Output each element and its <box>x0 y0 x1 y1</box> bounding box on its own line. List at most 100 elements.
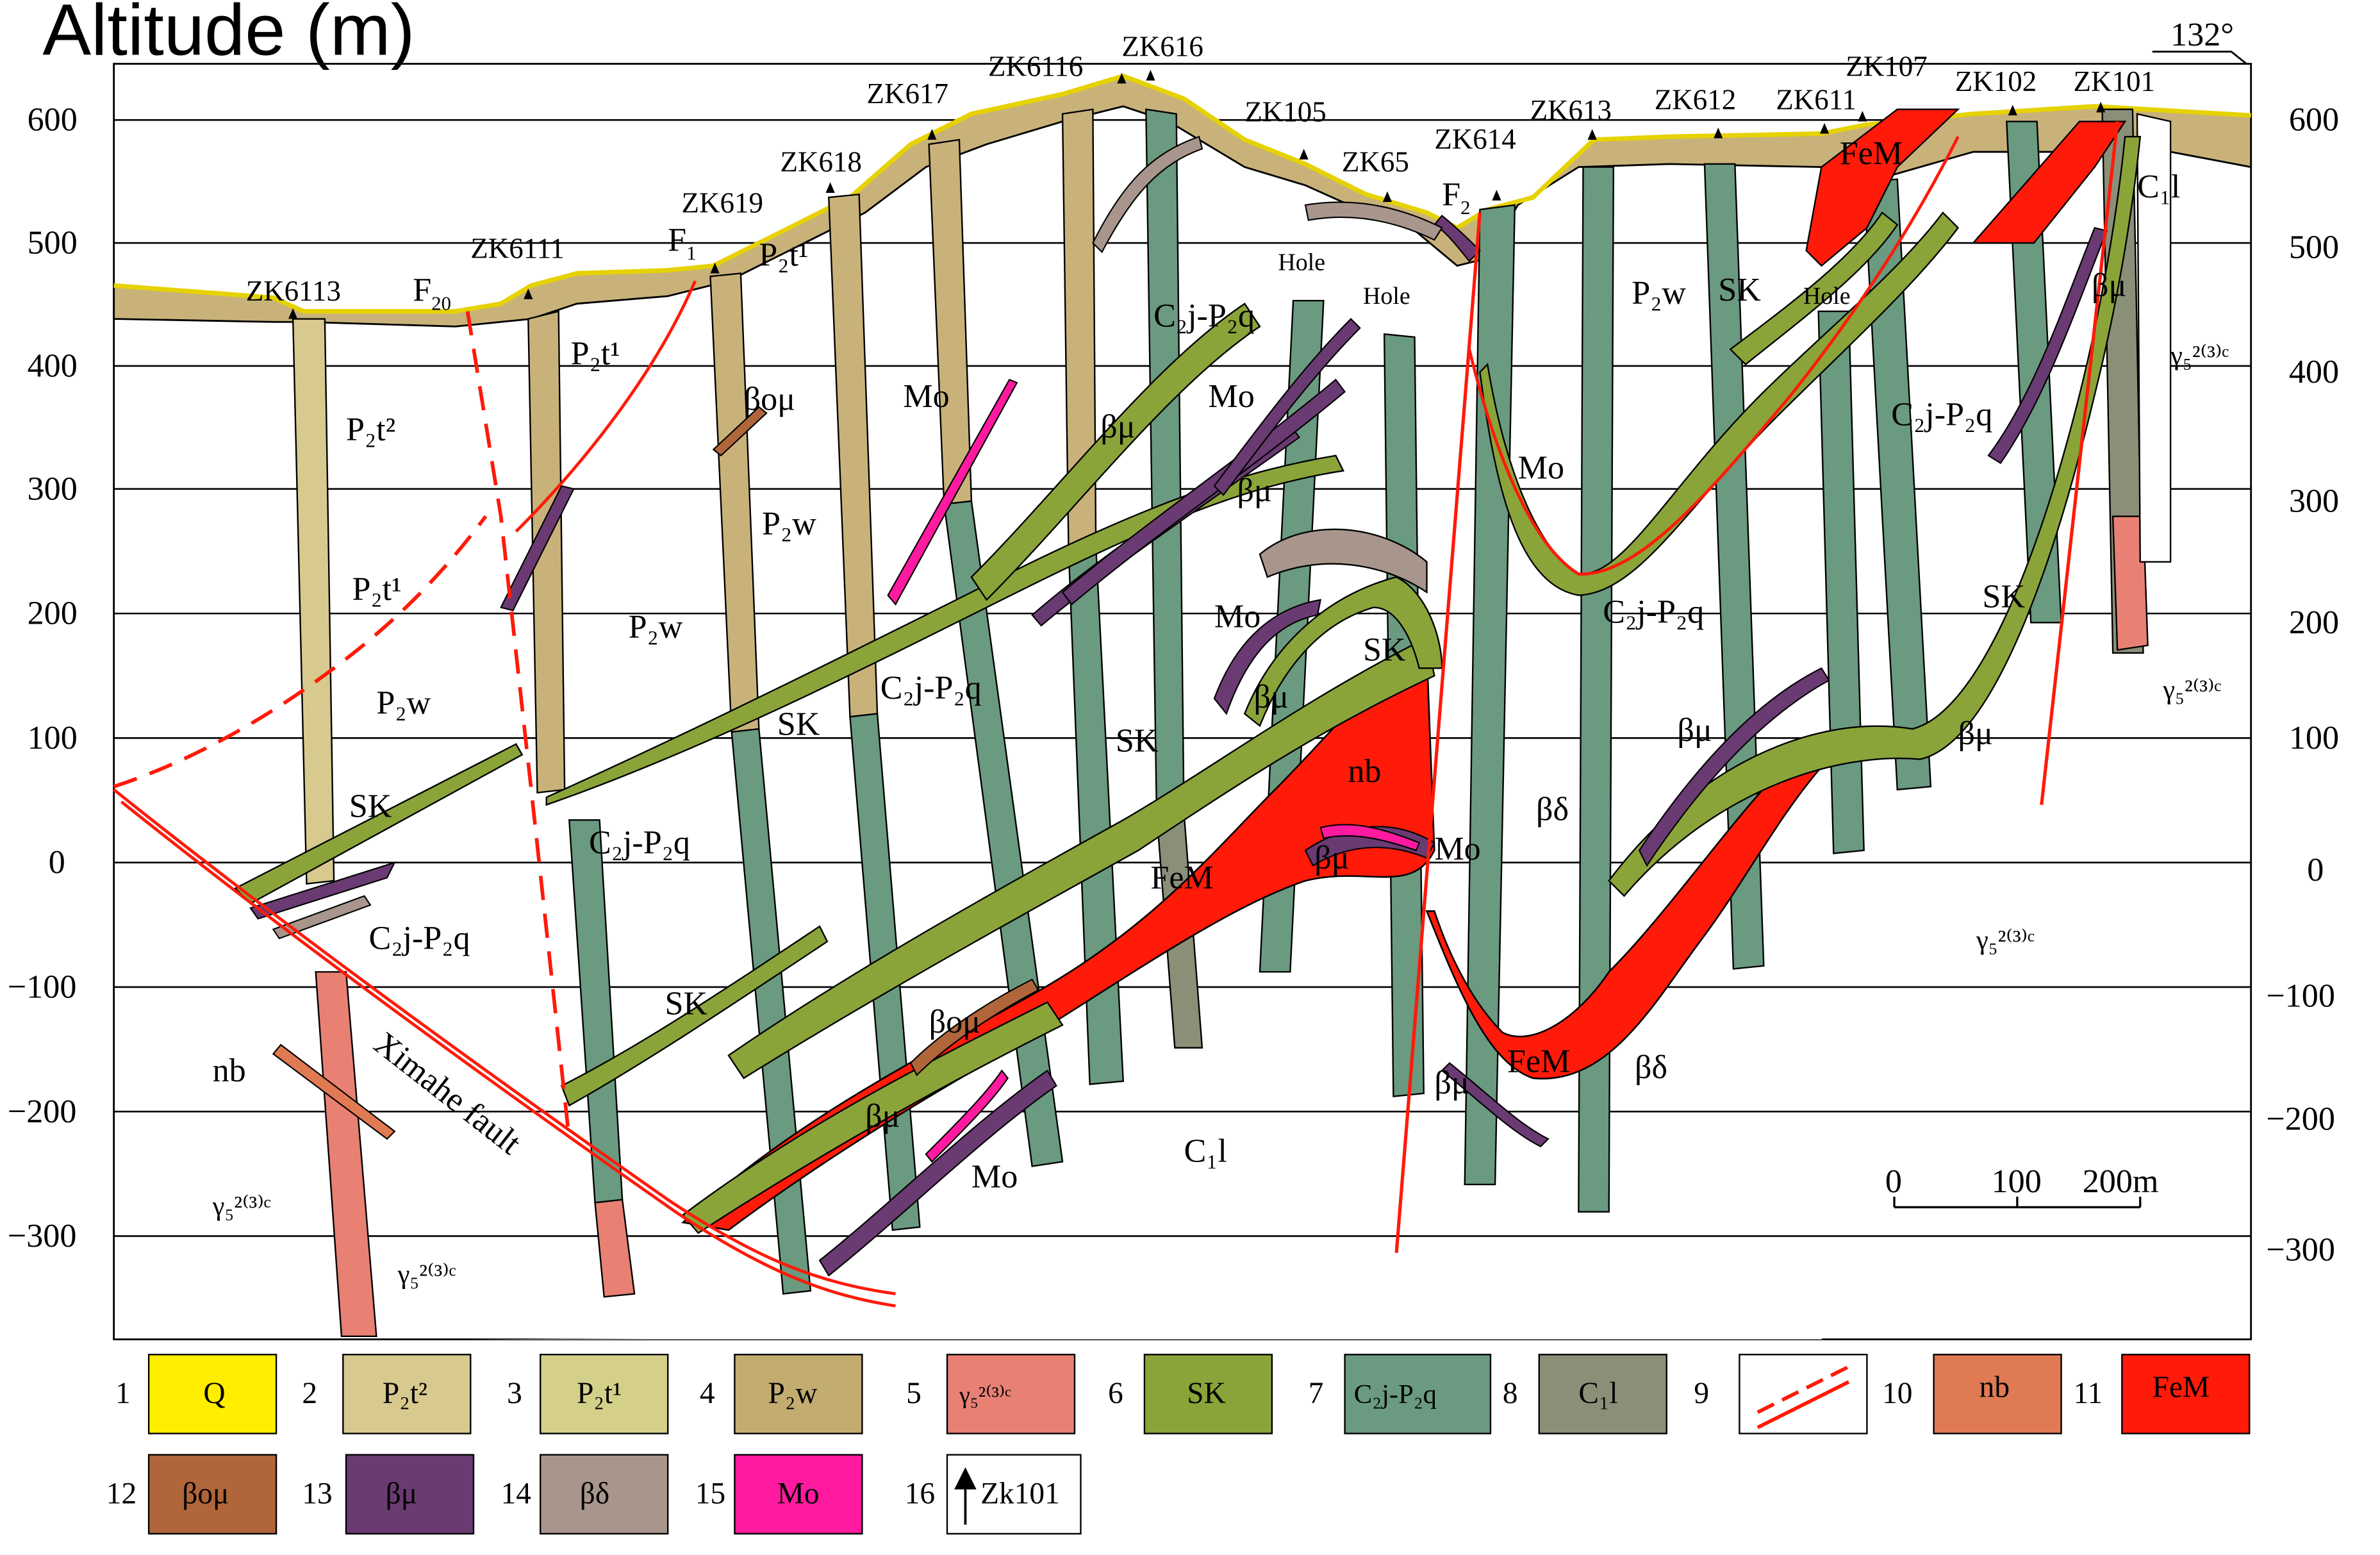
label-zk65: ZK65 <box>1342 146 1409 178</box>
legend-num-3: 3 <box>507 1377 522 1410</box>
label-zk6111: ZK6111 <box>470 233 565 265</box>
label-zk6113: ZK6113 <box>246 275 341 307</box>
unit-label-nb-a: nb <box>1348 753 1381 790</box>
skarn-band-10 <box>1259 528 1428 594</box>
borehole-zk101-granite <box>2111 515 2149 651</box>
skarn-band-11 <box>1729 211 1899 366</box>
unit-label-sk-c: SK <box>665 986 707 1022</box>
ximahe-fault-line-1 <box>113 788 896 1295</box>
unit-label-gamma5-c: γ₅²⁽³⁾ᶜ <box>1976 926 2035 956</box>
left-tick-neg300: −300 <box>8 1218 77 1254</box>
legend-num-12: 12 <box>106 1477 136 1510</box>
unit-label-beta-mu-h: βμ <box>865 1098 900 1135</box>
legend-num-4: 4 <box>700 1377 715 1410</box>
mo-lens-2 <box>925 1069 1009 1163</box>
right-tick-neg300: −300 <box>2266 1231 2335 1268</box>
legend-label-2: P₂t² <box>383 1377 427 1410</box>
beta-delta-dyke-3 <box>1304 201 1443 241</box>
left-tick-400: 400 <box>28 348 78 385</box>
legend: 1 Q 2 P₂t² 3 P₂t¹ 4 P₂w 5 γ₅²⁽³⁾ᶜ 6 SK 7… <box>106 1354 2251 1535</box>
unit-label-gamma5-a: γ₅²⁽³⁾ᶜ <box>212 1191 271 1221</box>
unit-label-mo-c: Mo <box>1214 598 1260 635</box>
legend-swatch-11 <box>2121 1354 2251 1434</box>
unit-label-feM-b: FeM <box>1507 1044 1570 1080</box>
legend-num-16: 16 <box>905 1477 935 1510</box>
c1l-background <box>455 941 2049 1340</box>
legend-swatch-9 <box>1739 1354 1868 1434</box>
left-tick-200: 200 <box>28 595 78 632</box>
right-axis-ticks: 600 500 400 300 200 100 0 −100 −200 −300 <box>2266 102 2339 1268</box>
legend-label-13: βμ <box>386 1477 417 1510</box>
unit-label-mo-f: Mo <box>971 1159 1018 1195</box>
unit-label-beta-mu-g: βμ <box>2092 267 2126 304</box>
left-tick-0: 0 <box>49 844 65 881</box>
label-zk105: ZK105 <box>1244 96 1326 128</box>
skarn-band-8 <box>1608 136 2142 897</box>
unit-label-p2t1-a: P₂t¹ <box>352 571 402 608</box>
legend-num-11: 11 <box>2074 1377 2103 1410</box>
label-zk619: ZK619 <box>682 187 763 219</box>
label-f1: F1 <box>668 222 696 264</box>
beta-mu-dyke-5 <box>1213 318 1361 496</box>
skarn-bands <box>234 136 2142 1235</box>
axis-title: Altitude (m) <box>42 0 415 71</box>
legend-label-10: nb <box>1979 1371 2010 1404</box>
unit-label-p2t2: P₂t² <box>346 412 395 448</box>
unit-label-sk-a: SK <box>349 788 392 825</box>
unit-label-beta-mu-c: βμ <box>1253 679 1288 715</box>
unit-label-p2w-d: P₂w <box>1632 275 1686 312</box>
legend-num-8: 8 <box>1503 1377 1518 1410</box>
unit-label-feM-a: FeM <box>1150 860 1213 896</box>
unit-label-c2j-e: C₂j-P₂q <box>1603 594 1704 630</box>
borehole-zk618 <box>828 193 879 718</box>
beta-mu-dyke-12 <box>1213 599 1322 715</box>
unit-label-c1l-a: C₁l <box>1184 1133 1227 1169</box>
legend-swatch-2 <box>342 1354 472 1434</box>
unit-label-beta-mu-i: βμ <box>1434 1065 1469 1101</box>
feM-upper-right-orebody <box>1805 108 1960 267</box>
legend-swatch-5 <box>946 1354 1076 1434</box>
legend-label-4: P₂w <box>768 1377 818 1410</box>
borehole-zk6111-granite <box>594 1199 636 1298</box>
label-zk617: ZK617 <box>866 78 948 110</box>
beta-mu-dyke-4 <box>1061 378 1346 606</box>
left-tick-500: 500 <box>28 225 78 262</box>
unit-label-sk-g: SK <box>1982 579 2025 615</box>
fault-f20 <box>465 311 572 1140</box>
right-tick-0: 0 <box>2307 852 2324 888</box>
scale-label-200: 200m <box>2083 1163 2159 1200</box>
unit-label-c2j-a: C₂j-P₂q <box>369 920 470 957</box>
borehole-zk6113-upper <box>292 318 335 885</box>
unit-label-beta-mu-d: βμ <box>1314 840 1349 876</box>
beta-o-mu-dyke-1 <box>712 406 768 457</box>
legend-label-15: Mo <box>777 1477 820 1510</box>
skarn-band-5 <box>682 1001 1064 1235</box>
left-tick-neg100: −100 <box>8 969 77 1006</box>
right-tick-400: 400 <box>2289 354 2339 390</box>
unit-label-p2t1-b: P₂t¹ <box>571 336 620 372</box>
dyke-bodies <box>249 135 2108 1277</box>
left-tick-100: 100 <box>28 720 78 756</box>
unit-label-sk-f: SK <box>1718 272 1761 308</box>
legend-swatch-13 <box>345 1454 475 1535</box>
right-tick-300: 300 <box>2289 483 2339 519</box>
unit-label-hole-c: Hole <box>1803 283 1851 310</box>
right-tick-100: 100 <box>2289 720 2339 756</box>
borehole-zk613 <box>1578 166 1615 1213</box>
unit-label-c2j-b: C₂j-P₂q <box>589 824 690 861</box>
legend-label-12: βoμ <box>182 1477 229 1510</box>
legend-label-11: FeM <box>2153 1371 2210 1404</box>
label-zk102: ZK102 <box>1955 65 2037 97</box>
legend-swatch-14 <box>540 1454 669 1535</box>
legend-swatch-12 <box>147 1454 277 1535</box>
unit-label-beta-mu-e: βμ <box>1677 712 1712 749</box>
unit-label-c2j-d: C₂j-P₂q <box>1153 297 1255 334</box>
unit-label-beta-mu-f: βμ <box>1958 715 1993 752</box>
legend-num-9: 9 <box>1694 1377 1709 1410</box>
beta-mu-dyke-1 <box>249 861 396 920</box>
unit-label-mo-a: Mo <box>903 378 949 415</box>
unit-label-p2w-a: P₂w <box>376 685 431 721</box>
skarn-band-3 <box>560 925 829 1107</box>
unit-label-beta-mu-a: βμ <box>1100 408 1135 445</box>
